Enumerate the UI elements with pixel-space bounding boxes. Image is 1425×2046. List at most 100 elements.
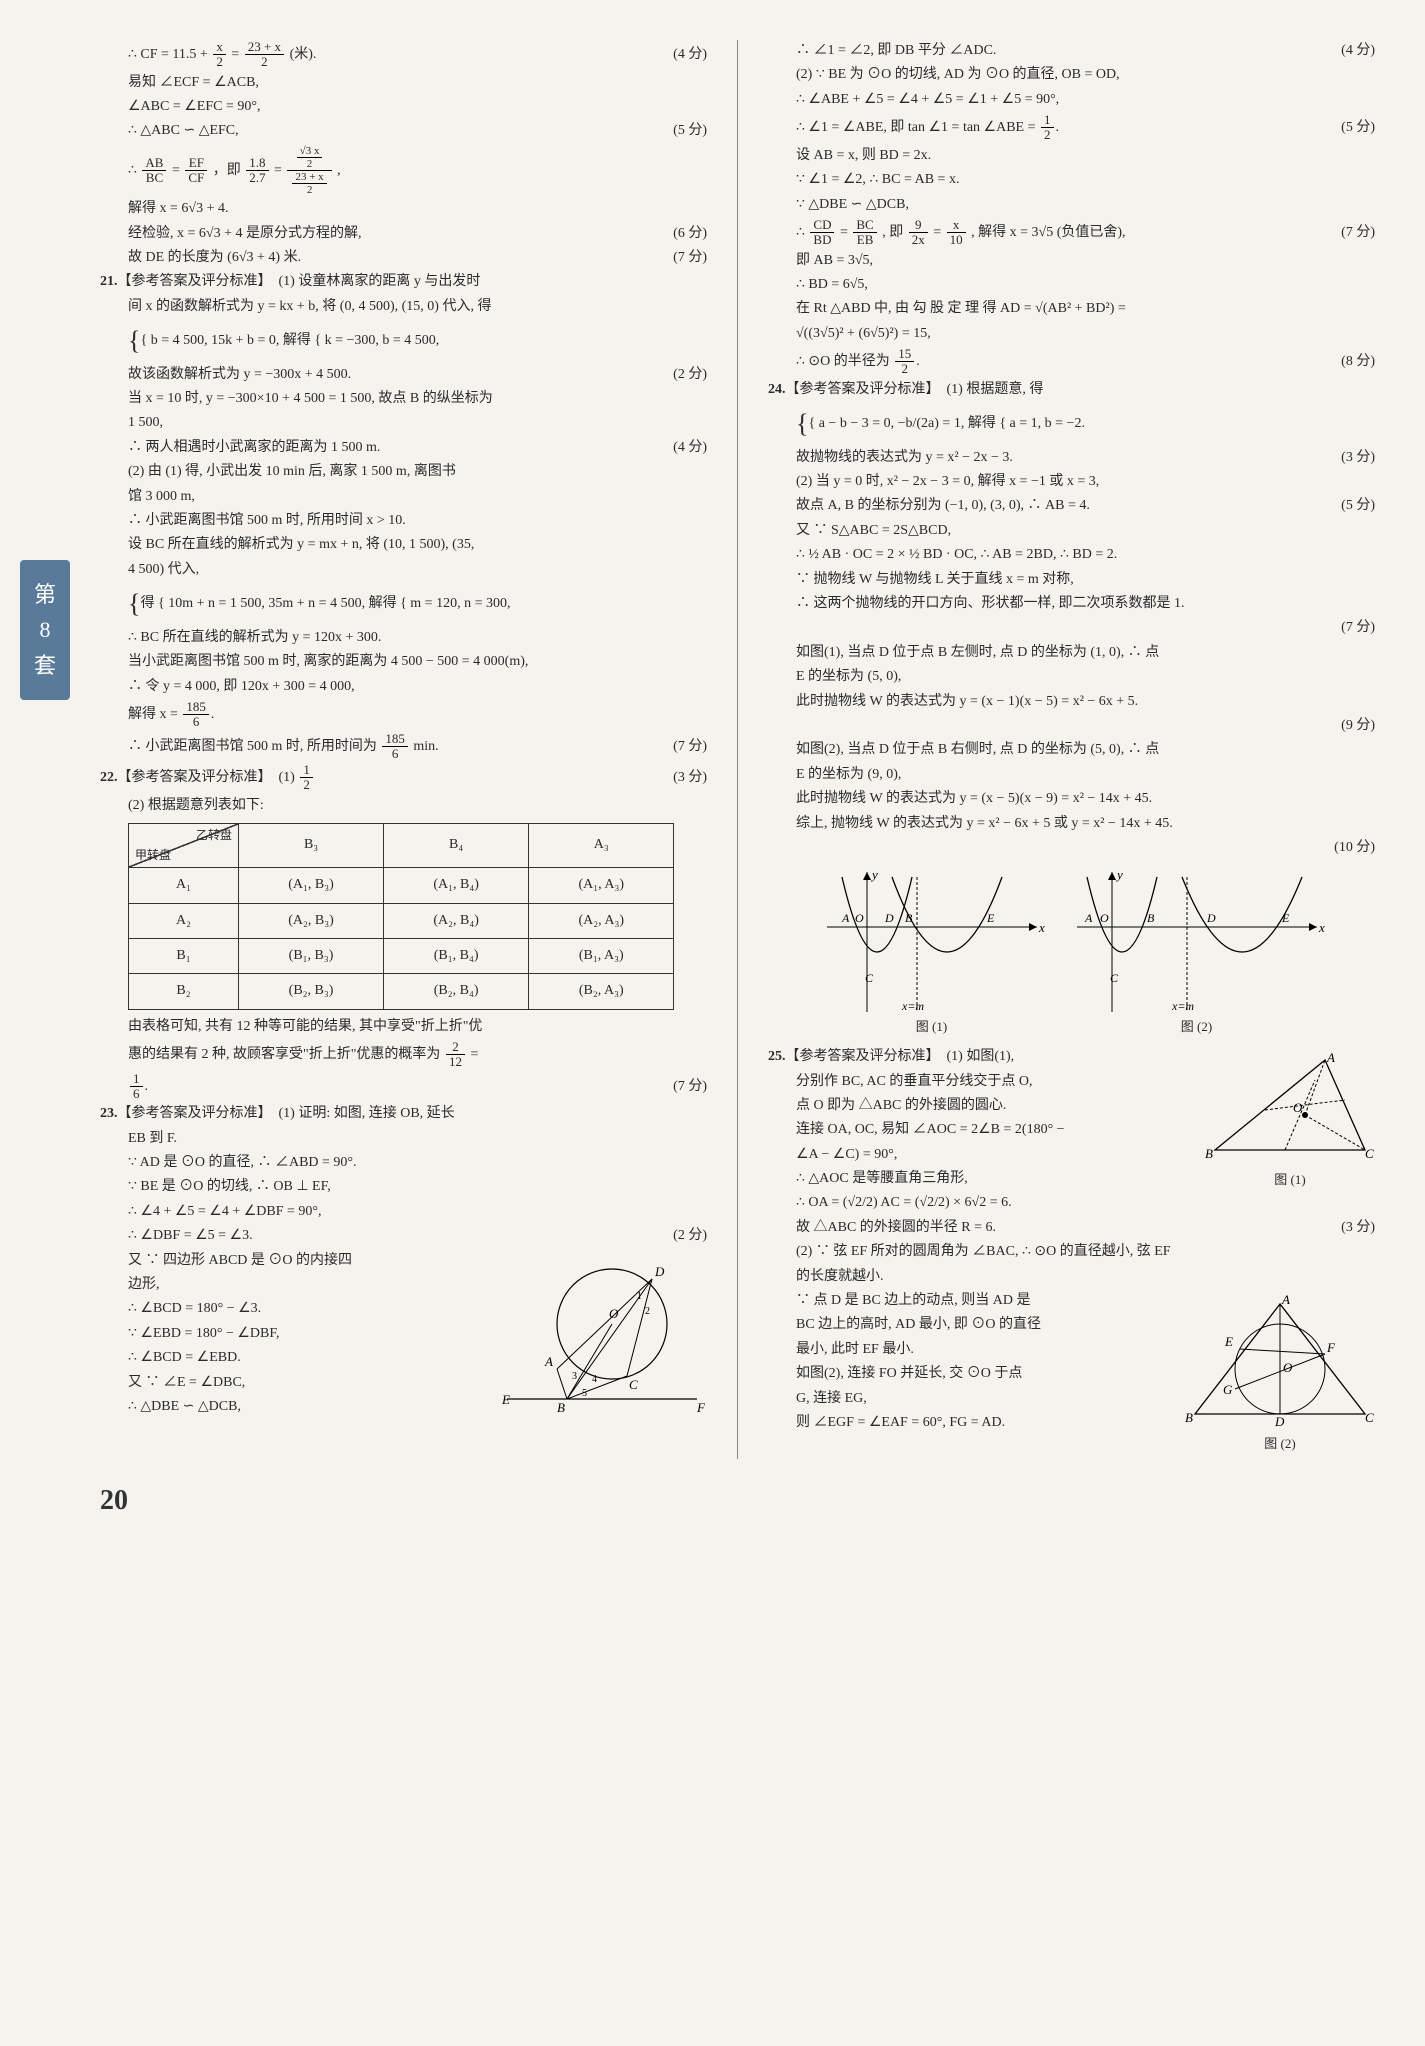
text: 则 ∠EGF = ∠EAF = 60°, FG = AD. [796, 1412, 1175, 1434]
svg-text:A: A [1281, 1294, 1290, 1307]
text: G, 连接 EG, [796, 1388, 1175, 1410]
text: 如图(2), 连接 FO 并延长, 交 ⊙O 于点 [796, 1363, 1175, 1385]
cell: (B₂, B₄) [384, 974, 529, 1009]
text: ∠A − ∠C) = 90°, [796, 1144, 1195, 1166]
score: (3 分) [1341, 1217, 1375, 1239]
corner-br: 甲转盘 [135, 846, 171, 865]
text: EB 到 F. [128, 1128, 707, 1150]
text: (2) ∵ 弦 EF 所对的圆周角为 ∠BAC, ∴ ⊙O 的直径越小, 弦 E… [796, 1241, 1375, 1263]
text: 经检验, x = 6√3 + 4 是原分式方程的解, [128, 223, 665, 245]
l22c: 惠的结果有 2 种, 故顾客享受"折上折"优惠的概率为 212 = [128, 1040, 707, 1070]
text: E 的坐标为 (9, 0), [796, 764, 1375, 786]
svg-text:2: 2 [645, 1306, 650, 1317]
score: (4 分) [673, 44, 707, 66]
score: (7 分) [673, 1076, 707, 1098]
col-head: B₃ [239, 824, 384, 868]
text: ∴ 这两个抛物线的开口方向、形状都一样, 即二次项系数都是 1. [796, 593, 1375, 615]
svg-text:y: y [1115, 867, 1123, 882]
side-tab-l3: 套 [34, 648, 56, 683]
text: 解得 x = 6√3 + 4. [128, 198, 707, 220]
cell: (A₁, B₃) [239, 868, 384, 903]
page-number: 20 [100, 1479, 1375, 1524]
score: (7 分) [673, 247, 707, 269]
l21q: ∴ 小武距离图书馆 500 m 时, 所用时间为 1856 min. [128, 732, 665, 762]
score: (8 分) [1341, 351, 1375, 373]
text: (2) 根据题意列表如下: [128, 795, 707, 817]
text: BC 边上的高时, AD 最小, 即 ⊙O 的直径 [796, 1314, 1175, 1336]
r13: ∴ ⊙O 的半径为 152. [796, 347, 1333, 377]
score: (5 分) [1341, 117, 1375, 139]
cell: (A₁, B₄) [384, 868, 529, 903]
row-head: B₂ [129, 974, 239, 1009]
row-head: A₂ [129, 903, 239, 938]
svg-text:C: C [1110, 971, 1119, 985]
text: 又 ∵ S△ABC = 2S△BCD, [796, 520, 1375, 542]
svg-text:E: E [1224, 1334, 1233, 1349]
svg-text:O: O [1293, 1100, 1303, 1115]
svg-text:D: D [884, 911, 894, 925]
figure-25a: A B C O 图 (1) [1205, 1050, 1375, 1191]
text: 当小武距离图书馆 500 m 时, 离家的距离为 4 500 − 500 = 4… [128, 651, 707, 673]
score: (5 分) [1341, 495, 1375, 517]
l20e: ∴ ABBC = EFCF ，即 1.82.7 = √3 x2 23 + x2 … [128, 145, 707, 196]
text: ∴ ∠BCD = 180° − ∠3. [128, 1298, 487, 1320]
l21p: 解得 x = 1856. [128, 700, 707, 730]
text: ∴ 两人相遇时小武离家的距离为 1 500 m. [128, 437, 665, 459]
l22d: 16. [128, 1072, 665, 1102]
text: ∴ OA = (√2/2) AC = (√2/2) × 6√2 = 6. [796, 1192, 1195, 1214]
svg-text:A: A [544, 1354, 553, 1369]
svg-text:5: 5 [582, 1388, 587, 1399]
text: ∴ 小武距离图书馆 500 m 时, 所用时间 x > 10. [128, 510, 707, 532]
svg-text:A: A [841, 911, 850, 925]
svg-text:C: C [1365, 1410, 1374, 1425]
text: 综上, 抛物线 W 的表达式为 y = x² − 6x + 5 或 y = x²… [796, 813, 1375, 835]
l21l: {得 { 10m + n = 1 500, 35m + n = 4 500, 解… [128, 583, 707, 625]
figure-24-pair: x y A O D B E C x=m 图 (1) [768, 867, 1375, 1038]
text: 1 500, [128, 412, 707, 434]
col-head: B₄ [384, 824, 529, 868]
text: 故抛物线的表达式为 y = x² − 2x − 3. [796, 447, 1333, 469]
text: ∴ △AOC 是等腰直角三角形, [796, 1168, 1195, 1190]
score: (6 分) [673, 223, 707, 245]
svg-text:D: D [1274, 1414, 1285, 1429]
score: (3 分) [1341, 447, 1375, 469]
svg-text:B: B [1205, 1146, 1213, 1161]
l20a: ∴ CF = 11.5 + x2 = 23 + x2 (米). [128, 40, 665, 70]
text: ∵ △DBE ∽ △DCB, [796, 194, 1375, 216]
svg-text:O: O [609, 1306, 619, 1321]
svg-text:A: A [1326, 1050, 1335, 1065]
text: 设 AB = x, 则 BD = 2x. [796, 145, 1375, 167]
svg-text:O: O [1283, 1360, 1293, 1375]
svg-text:y: y [870, 867, 878, 882]
text: 4 500) 代入, [128, 559, 707, 581]
text: 由表格可知, 共有 12 种等可能的结果, 其中享受"折上折"优 [128, 1016, 707, 1038]
col-head: A₃ [529, 824, 674, 868]
text: 又 ∵ ∠E = ∠DBC, [128, 1372, 487, 1394]
side-tab: 第 8 套 [20, 560, 70, 700]
svg-text:D: D [1206, 911, 1216, 925]
q24-head: 24.【参考答案及评分标准】 (1) 根据题意, 得 [768, 379, 1375, 401]
svg-text:x: x [1038, 920, 1045, 935]
text: ∴ △DBE ∽ △DCB, [128, 1396, 487, 1418]
text: 当 x = 10 时, y = −300×10 + 4 500 = 1 500,… [128, 388, 707, 410]
left-column: ∴ CF = 11.5 + x2 = 23 + x2 (米). (4 分) 易知… [100, 40, 707, 1459]
score: (7 分) [673, 736, 707, 758]
text: ∴ 令 y = 4 000, 即 120x + 300 = 4 000, [128, 676, 707, 698]
svg-text:F: F [1326, 1340, 1336, 1355]
svg-text:C: C [629, 1377, 638, 1392]
text: 在 Rt △ABD 中, 由 勾 股 定 理 得 AD = √(AB² + BD… [796, 298, 1375, 320]
score: (7 分) [1341, 222, 1375, 244]
right-column: ∴ ∠1 = ∠2, 即 DB 平分 ∠ADC.(4 分) (2) ∵ BE 为… [768, 40, 1375, 1459]
text: ∵ ∠1 = ∠2, ∴ BC = AB = x. [796, 169, 1375, 191]
svg-text:4: 4 [592, 1374, 597, 1385]
svg-text:B: B [1147, 911, 1155, 925]
text: ∵ BE 是 ⊙O 的切线, ∴ OB ⊥ EF, [128, 1176, 707, 1198]
q23-head: 23.【参考答案及评分标准】 (1) 证明: 如图, 连接 OB, 延长 [100, 1103, 707, 1125]
side-tab-l1: 第 [34, 577, 56, 612]
score: (5 分) [673, 120, 707, 142]
text: 最小, 此时 EF 最小. [796, 1339, 1175, 1361]
svg-text:x=m: x=m [901, 999, 924, 1013]
text: ∵ 点 D 是 BC 边上的动点, 则当 AD 是 [796, 1290, 1175, 1312]
fig25b-caption: 图 (2) [1185, 1434, 1375, 1455]
text: ∴ ∠DBF = ∠5 = ∠3. [128, 1225, 665, 1247]
